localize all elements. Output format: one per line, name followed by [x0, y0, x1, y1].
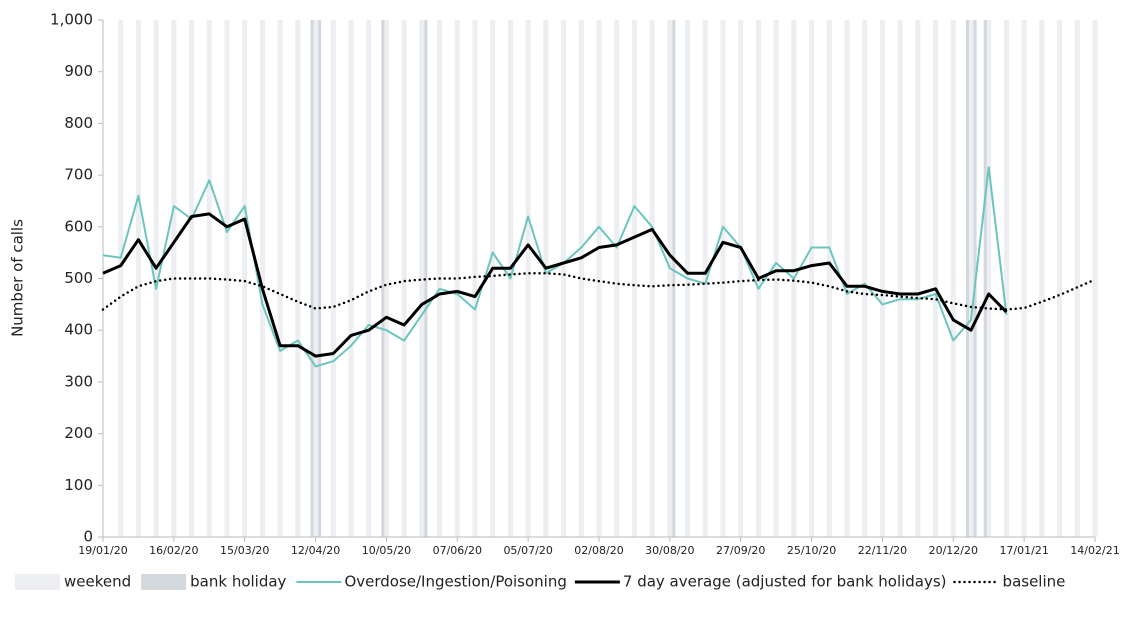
legend-label: baseline [1003, 573, 1066, 591]
weekend-band [933, 20, 939, 537]
x-tick-label: 19/01/20 [78, 544, 127, 557]
weekend-band [968, 20, 974, 537]
x-tick-label: 15/03/20 [220, 544, 269, 557]
weekend-band [366, 20, 372, 537]
weekend-band [702, 20, 708, 537]
weekend-band [242, 20, 248, 537]
bank-holiday-band [424, 20, 428, 537]
x-tick-label: 12/04/20 [291, 544, 340, 557]
weekend-band [313, 20, 319, 537]
bank-holiday-band [965, 20, 969, 537]
series-line [102, 212, 1008, 358]
weekend-band [454, 20, 460, 537]
weekend-band [844, 20, 850, 537]
bank-holiday-band [318, 20, 322, 537]
weekend-band [826, 20, 832, 537]
x-tick-label: 30/08/20 [645, 544, 694, 557]
weekend-band [419, 20, 425, 537]
x-tick-label: 20/12/20 [929, 544, 978, 557]
weekend-band [879, 20, 885, 537]
weekend-band [1039, 20, 1045, 537]
weekend-band [330, 20, 336, 537]
y-axis-title: Number of calls [9, 219, 27, 337]
weekend-band [401, 20, 407, 537]
weekend-band [809, 20, 815, 537]
weekend-band [862, 20, 868, 537]
weekend-band [153, 20, 159, 537]
weekend-band [525, 20, 531, 537]
legend-swatch [15, 574, 60, 590]
weekend-band [986, 20, 992, 537]
x-tick-label: 25/10/20 [787, 544, 836, 557]
weekend-band [118, 20, 124, 537]
weekend-band [773, 20, 779, 537]
weekend-band [561, 20, 567, 537]
weekend-band [950, 20, 956, 537]
weekend-band [649, 20, 655, 537]
weekend-band [1074, 20, 1080, 537]
y-tick-label: 300 [64, 372, 93, 390]
y-tick-label: 600 [64, 217, 93, 235]
y-tick-label: 900 [64, 62, 93, 80]
weekend-band [1057, 20, 1063, 537]
weekend-band [295, 20, 301, 537]
weekend-band [720, 20, 726, 537]
legend-swatch [141, 574, 187, 590]
bank-holiday-band [983, 20, 987, 537]
x-tick-label: 14/02/21 [1070, 544, 1119, 557]
y-tick-label: 0 [83, 528, 93, 546]
weekend-band [472, 20, 478, 537]
weekend-band [631, 20, 637, 537]
weekend-band [1021, 20, 1027, 537]
weekend-band [1092, 20, 1098, 537]
weekend-band [578, 20, 584, 537]
x-tick-label: 05/07/20 [503, 544, 552, 557]
weekend-band [596, 20, 602, 537]
legend-label: Overdose/Ingestion/Poisoning [344, 573, 566, 591]
weekend-band [490, 20, 496, 537]
legend-label: bank holiday [190, 573, 286, 591]
bank-holiday-band [672, 20, 676, 537]
x-tick-label: 07/06/20 [433, 544, 482, 557]
weekend-band [543, 20, 549, 537]
y-tick-label: 700 [64, 166, 93, 184]
weekend-band [189, 20, 195, 537]
x-tick-label: 22/11/20 [858, 544, 907, 557]
weekend-band [277, 20, 283, 537]
x-tick-label: 10/05/20 [362, 544, 411, 557]
y-tick-label: 1,000 [50, 11, 93, 29]
y-tick-label: 800 [64, 114, 93, 132]
weekend-band [614, 20, 620, 537]
x-tick-label: 27/09/20 [716, 544, 765, 557]
x-tick-label: 16/02/20 [149, 544, 198, 557]
legend-label: 7 day average (adjusted for bank holiday… [623, 573, 947, 591]
series-line [101, 272, 1097, 311]
weekend-band [738, 20, 744, 537]
weekend-band [897, 20, 903, 537]
weekend-band [348, 20, 354, 537]
weekend-band [915, 20, 921, 537]
y-tick-label: 400 [64, 321, 93, 339]
x-tick-label: 17/01/21 [999, 544, 1048, 557]
y-tick-label: 100 [64, 476, 93, 494]
weekend-band [383, 20, 389, 537]
legend-label: weekend [64, 573, 131, 591]
y-tick-label: 500 [64, 269, 93, 287]
x-tick-label: 02/08/20 [574, 544, 623, 557]
weekend-band [224, 20, 230, 537]
y-tick-label: 200 [64, 424, 93, 442]
weekend-band [667, 20, 673, 537]
bank-holiday-band [310, 20, 314, 537]
weekend-band [259, 20, 265, 537]
weekend-band [135, 20, 141, 537]
weekend-band [1003, 20, 1009, 537]
bank-holiday-band [381, 20, 385, 537]
